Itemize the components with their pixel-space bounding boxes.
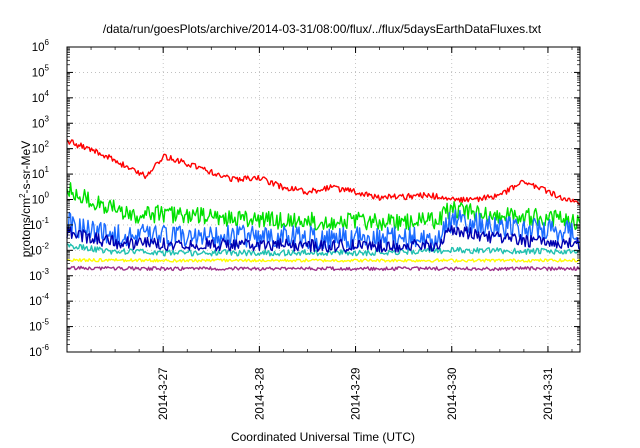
x-tick-label: 2014-3-30 [447,368,459,420]
y-tick-label: 10-1 [29,216,49,232]
series-line [66,139,580,205]
y-tick-label: 105 [32,63,50,79]
series-line [66,243,581,257]
series-layer [66,139,581,272]
y-axis-label: protons/cm2-s-sr-MeV [18,141,33,257]
y-tick-label: 10-4 [29,292,49,308]
x-tick-label: 2014-3-29 [351,368,363,420]
y-tick-label: 10-2 [29,241,49,257]
series-line [66,225,581,253]
series-line [66,258,581,263]
y-tick-label: 103 [32,114,50,130]
y-tick-label: 106 [32,38,50,54]
y-tick-label: 10-6 [29,343,49,359]
x-axis-ticks: 2014-3-27 2014-3-28 2014-3-29 2014-3-30 2014… [66,47,573,420]
x-tick-label: 2014-3-28 [254,368,266,420]
y-tick-label: 101 [32,165,50,181]
y-axis-ticks: 10-6 10-5 10-4 10-3 10-2 10-1 100 101 102 103 104 1… [29,38,580,359]
series-line [66,182,581,232]
chart-title: /data/run/goesPlots/archive/2014-03-31/0… [103,22,542,36]
x-tick-label: 2014-3-27 [158,368,170,420]
x-axis-label: Coordinated Universal Time (UTC) [231,430,415,444]
series-line [66,209,581,250]
y-tick-label: 10-5 [29,318,49,334]
grid-lines [67,47,580,352]
x-tick-label: 2014-3-31 [543,368,555,420]
y-tick-label: 102 [32,140,50,156]
y-tick-label: 10-3 [29,267,49,283]
y-tick-label: 104 [32,89,50,105]
y-tick-label: 100 [32,191,50,207]
series-line [66,265,581,272]
